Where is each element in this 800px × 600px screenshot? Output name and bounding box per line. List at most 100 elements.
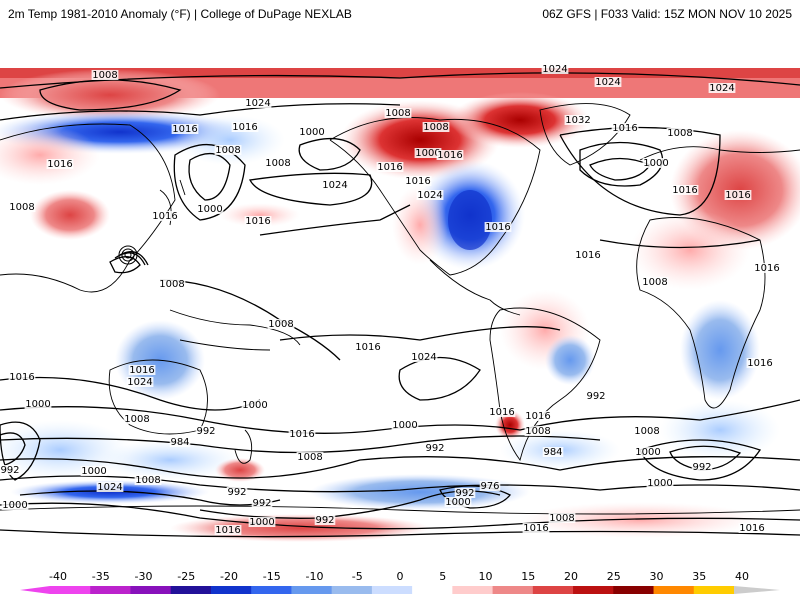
isobar-label-bg [542, 447, 564, 457]
colorbar-swatch [412, 586, 453, 594]
isobar-label-bg [226, 487, 248, 497]
colorbar-tick-label: 35 [692, 570, 706, 583]
colorbar-swatch [492, 586, 534, 594]
colorbar-swatch [90, 586, 131, 594]
pressure-center-marker [118, 245, 138, 265]
isobar-label-bg [642, 158, 670, 168]
isobar-label: 1016 [232, 122, 257, 133]
isobar-label: 1016 [489, 407, 514, 418]
isobar-label-bg [738, 523, 766, 533]
isobar-label: 1024 [411, 352, 436, 363]
isobar-label-bg [753, 263, 781, 273]
isobar-label-bg [376, 162, 404, 172]
isobar-label: 1016 [377, 162, 402, 173]
isobar-label: 1000 [445, 497, 470, 508]
isobar-label-bg [541, 64, 569, 74]
isobar-label-bg [416, 190, 444, 200]
isobar-label: 1008 [124, 414, 149, 425]
isobar-label-bg [646, 478, 674, 488]
isobar-label: 1008 [525, 426, 550, 437]
isobar-label-bg [46, 159, 74, 169]
isobar-label: 1024 [595, 77, 620, 88]
isobar-label-bg [128, 365, 156, 375]
isobar-label-bg [231, 122, 259, 132]
isobar-label-bg [634, 447, 662, 457]
colorbar-ticks: -40 -35 -30 -25 -20 -15 -10 -5 0 5 10 15 20 25 30 35 40 [49, 570, 749, 583]
anomaly-shading [0, 68, 800, 542]
isobar-label: 1000 [249, 517, 274, 528]
isobar-label: 1016 [437, 150, 462, 161]
colorbar-swatch [653, 586, 695, 594]
isobar-label: 992 [455, 488, 474, 499]
isobar-label-bg [708, 83, 736, 93]
isobar-label-bg [196, 204, 224, 214]
colorbar-swatch [50, 586, 91, 594]
map-title: 2m Temp 1981-2010 Anomaly (°F) | College… [8, 7, 352, 21]
colorbar-swatch [573, 586, 614, 594]
isobar-label-bg [8, 202, 36, 212]
isobar-label-bg [123, 414, 151, 424]
isobar-label: 1016 [152, 211, 177, 222]
isobar-label: 992 [692, 462, 711, 473]
colorbar-tick-label: 20 [564, 570, 578, 583]
isobar-label-bg [585, 391, 607, 401]
isobar-label-bg [436, 150, 464, 160]
isobar-label-bg [484, 222, 512, 232]
isobar-label: 1016 [523, 523, 548, 534]
isobar-label-bg [321, 180, 349, 190]
colorbar-tick-label: 10 [479, 570, 493, 583]
isobar-label: 1000 [635, 447, 660, 458]
isobar-label-bg [0, 465, 21, 475]
isobar-label: 1008 [423, 122, 448, 133]
isobar-label-bg [671, 185, 699, 195]
isobar-label-bg [248, 517, 276, 527]
isobar-label: 1008 [215, 145, 240, 156]
isobar-label-bg [80, 466, 108, 476]
isobar-label-bg [424, 443, 446, 453]
isobar-label: 1000 [197, 204, 222, 215]
isobar-label-bg [298, 127, 326, 137]
isobar-label: 1008 [634, 426, 659, 437]
colorbar-tick-label: 15 [521, 570, 535, 583]
isobar-label-bg [410, 352, 438, 362]
isobar-label: 1008 [549, 513, 574, 524]
isobar-label-bg [641, 277, 669, 287]
isobar-label: 1008 [265, 158, 290, 169]
isobar-label: 1024 [127, 377, 152, 388]
isobar-label-bg [169, 437, 191, 447]
colorbar-swatch [532, 586, 574, 594]
isobar-label: 1024 [97, 482, 122, 493]
colorbar-swatch [331, 586, 373, 594]
colorbar-swatch [130, 586, 172, 594]
isobar-label: 992 [0, 465, 19, 476]
isobar-label: 1000 [415, 148, 440, 159]
isobar-label-bg [564, 115, 592, 125]
colorbar-tick-label: -30 [135, 570, 153, 583]
isobar-label-bg [24, 399, 52, 409]
colorbar-tick-label: -35 [92, 570, 110, 583]
isobar-label-bg [244, 216, 272, 226]
isobar-label: 1024 [709, 83, 734, 94]
isobar-label-bg [444, 497, 472, 507]
isobar-label: 1016 [245, 216, 270, 227]
isobar-label-bg [134, 475, 162, 485]
isobar-label: 1032 [565, 115, 590, 126]
isobar-label: 1024 [542, 64, 567, 75]
isobar-label: 1008 [159, 279, 184, 290]
isobar-label: 1016 [289, 429, 314, 440]
colorbar-tick-label: 5 [439, 570, 446, 583]
isobar-label-bg [488, 407, 516, 417]
colorbar-tick-label: 0 [397, 570, 404, 583]
isobar-label: 1008 [642, 277, 667, 288]
isobar-label: 1024 [417, 190, 442, 201]
isobar-label: 1008 [297, 452, 322, 463]
isobar-label: 1016 [525, 411, 550, 422]
colorbar-swatch [452, 586, 494, 594]
isobar-label-bg [594, 77, 622, 87]
isobar-label-bg [195, 426, 217, 436]
colorbar-tick-label: 30 [650, 570, 664, 583]
isobar-label-bg [241, 400, 269, 410]
isobar-label-bg [404, 176, 432, 186]
isobar-label: 1016 [215, 525, 240, 536]
